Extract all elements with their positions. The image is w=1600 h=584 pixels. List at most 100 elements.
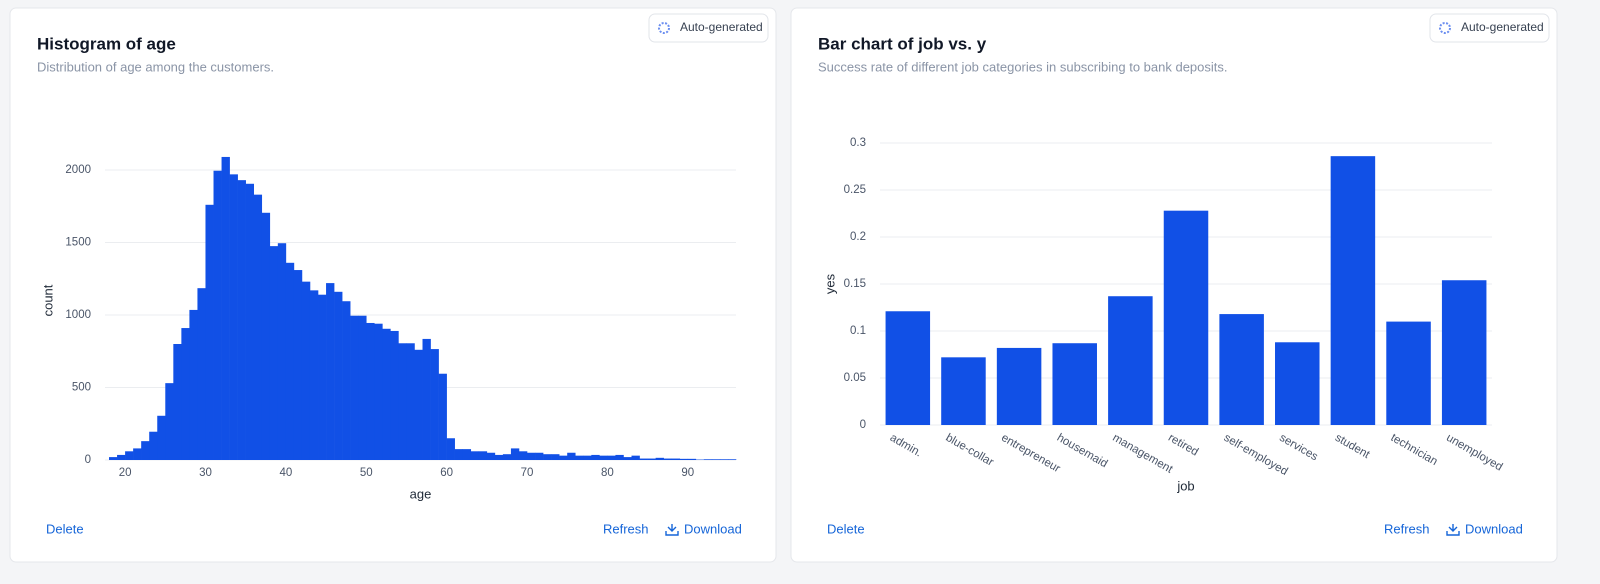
bar bbox=[1386, 321, 1431, 425]
histogram-bar bbox=[703, 459, 713, 460]
x-tick-label: 90 bbox=[681, 467, 694, 479]
chart-subtitle: Distribution of age among the customers. bbox=[37, 59, 274, 74]
histogram-bar bbox=[374, 323, 383, 460]
histogram-bar bbox=[334, 291, 343, 460]
y-tick-label: 1000 bbox=[65, 309, 91, 321]
histogram-bar bbox=[575, 455, 584, 460]
histogram-bar bbox=[350, 315, 359, 460]
histogram-bar bbox=[197, 288, 206, 460]
y-tick-label: 0.3 bbox=[850, 137, 866, 149]
histogram-bar bbox=[141, 441, 150, 460]
histogram-bar bbox=[711, 459, 721, 460]
bar bbox=[1163, 210, 1209, 425]
badge[interactable] bbox=[648, 13, 769, 43]
histogram-bar bbox=[398, 343, 407, 460]
bar bbox=[1108, 296, 1153, 425]
histogram-bar bbox=[117, 454, 126, 460]
histogram-bar bbox=[173, 344, 182, 460]
histogram-bar bbox=[269, 246, 279, 460]
histogram-bar bbox=[615, 454, 624, 460]
histogram-bar bbox=[478, 451, 488, 460]
histogram-bar bbox=[543, 454, 552, 460]
histogram-bar bbox=[382, 328, 391, 460]
histogram-bar bbox=[189, 309, 198, 460]
histogram-bar bbox=[446, 438, 455, 460]
histogram-bar bbox=[414, 349, 423, 460]
histogram-bar bbox=[285, 262, 295, 460]
chart-title: Bar chart of job vs. y bbox=[818, 34, 987, 53]
x-axis-label: job bbox=[1176, 478, 1194, 493]
bar bbox=[1441, 280, 1487, 425]
histogram-bar bbox=[470, 451, 480, 460]
download-button[interactable]: Download bbox=[684, 521, 742, 536]
badge[interactable] bbox=[1429, 13, 1550, 43]
histogram-bar bbox=[727, 459, 737, 460]
histogram-bar bbox=[205, 204, 214, 460]
histogram-bar bbox=[631, 455, 640, 460]
histogram-bar bbox=[607, 455, 616, 460]
histogram-bar bbox=[366, 322, 375, 460]
delete-button[interactable]: Delete bbox=[827, 521, 865, 536]
histogram-bar bbox=[277, 243, 287, 460]
histogram-bar bbox=[591, 454, 600, 460]
histogram-bar bbox=[293, 270, 303, 460]
download-icon bbox=[1446, 524, 1460, 536]
badge-icon bbox=[1439, 22, 1451, 34]
bar bbox=[1219, 314, 1264, 425]
histogram-bar bbox=[318, 294, 327, 460]
bar bbox=[1275, 342, 1320, 425]
y-axis-label: yes bbox=[822, 273, 837, 294]
histogram-bar bbox=[342, 301, 351, 460]
histogram-bar bbox=[221, 156, 230, 460]
histogram-bar bbox=[719, 459, 729, 460]
histogram-bar bbox=[687, 458, 697, 460]
histogram-bar bbox=[157, 415, 166, 460]
histogram-bar bbox=[527, 452, 536, 460]
y-tick-label: 0 bbox=[85, 454, 91, 466]
y-axis-label: count bbox=[40, 284, 55, 316]
bar bbox=[941, 357, 986, 425]
histogram-bar bbox=[671, 458, 681, 460]
histogram-bar bbox=[165, 383, 174, 460]
histogram-bar bbox=[518, 451, 528, 460]
chart-title: Histogram of age bbox=[37, 34, 176, 53]
y-tick-label: 1500 bbox=[65, 237, 91, 249]
histogram-bar bbox=[309, 290, 319, 460]
delete-button[interactable]: Delete bbox=[46, 521, 84, 536]
x-axis-label: age bbox=[410, 486, 432, 501]
histogram-bar bbox=[454, 449, 464, 460]
histogram-bar bbox=[655, 457, 664, 460]
histogram-bar bbox=[149, 431, 158, 460]
histogram-bar bbox=[510, 448, 520, 460]
refresh-button[interactable]: Refresh bbox=[603, 521, 649, 536]
y-tick-label: 0.25 bbox=[844, 184, 866, 196]
badge-text: Auto-generated bbox=[1461, 20, 1544, 34]
histogram-bar bbox=[639, 458, 648, 460]
histogram-bar bbox=[109, 457, 118, 460]
bar bbox=[1052, 343, 1097, 425]
histogram-bar bbox=[430, 349, 439, 460]
histogram-bar bbox=[486, 452, 496, 460]
x-tick-label: 20 bbox=[119, 467, 132, 479]
histogram-bar bbox=[326, 283, 335, 460]
bar bbox=[1330, 156, 1376, 425]
badge-text: Auto-generated bbox=[680, 20, 763, 34]
histogram-bar bbox=[422, 338, 431, 460]
histogram-bar bbox=[213, 170, 222, 460]
histogram-bar bbox=[261, 212, 271, 460]
histogram-bar bbox=[567, 452, 576, 460]
histogram-bar bbox=[237, 180, 246, 460]
download-button[interactable]: Download bbox=[1465, 521, 1523, 536]
x-tick-label: 70 bbox=[521, 467, 534, 479]
histogram-bar bbox=[125, 451, 134, 460]
histogram-bar bbox=[494, 454, 504, 460]
histogram-bar bbox=[181, 328, 190, 460]
histogram-bar bbox=[133, 448, 142, 460]
histogram-bar bbox=[559, 455, 568, 460]
y-tick-label: 0.05 bbox=[844, 372, 866, 384]
chart-subtitle: Success rate of different job categories… bbox=[818, 59, 1228, 74]
y-tick-label: 0 bbox=[860, 419, 866, 431]
x-tick-label: 50 bbox=[360, 467, 373, 479]
refresh-button[interactable]: Refresh bbox=[1384, 521, 1430, 536]
